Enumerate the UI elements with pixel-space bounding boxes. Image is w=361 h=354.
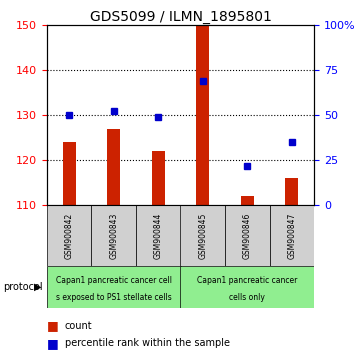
Text: percentile rank within the sample: percentile rank within the sample <box>65 338 230 348</box>
Bar <box>240 196 254 205</box>
Bar <box>91 205 136 266</box>
Bar <box>47 266 180 308</box>
Text: GSM900842: GSM900842 <box>65 212 74 258</box>
Text: ■: ■ <box>47 319 59 332</box>
Bar <box>196 25 209 205</box>
Bar <box>180 205 225 266</box>
Text: GSM900843: GSM900843 <box>109 212 118 259</box>
Text: GSM900844: GSM900844 <box>154 212 163 259</box>
Text: s exposed to PS1 stellate cells: s exposed to PS1 stellate cells <box>56 293 171 302</box>
Text: protocol: protocol <box>4 282 43 292</box>
Bar <box>152 151 165 205</box>
Text: GSM900847: GSM900847 <box>287 212 296 259</box>
Bar <box>180 266 314 308</box>
Bar <box>270 205 314 266</box>
Text: ■: ■ <box>47 337 59 350</box>
Text: Capan1 pancreatic cancer cell: Capan1 pancreatic cancer cell <box>56 276 172 285</box>
Bar <box>47 205 91 266</box>
Bar <box>136 205 180 266</box>
Text: Capan1 pancreatic cancer: Capan1 pancreatic cancer <box>197 276 297 285</box>
Text: GSM900846: GSM900846 <box>243 212 252 259</box>
Text: GSM900845: GSM900845 <box>198 212 207 259</box>
Bar <box>285 178 299 205</box>
Text: ▶: ▶ <box>34 282 42 292</box>
Text: cells only: cells only <box>229 293 265 302</box>
Title: GDS5099 / ILMN_1895801: GDS5099 / ILMN_1895801 <box>90 10 271 24</box>
Bar <box>107 129 120 205</box>
Text: count: count <box>65 321 93 331</box>
Bar <box>62 142 76 205</box>
Bar <box>225 205 270 266</box>
